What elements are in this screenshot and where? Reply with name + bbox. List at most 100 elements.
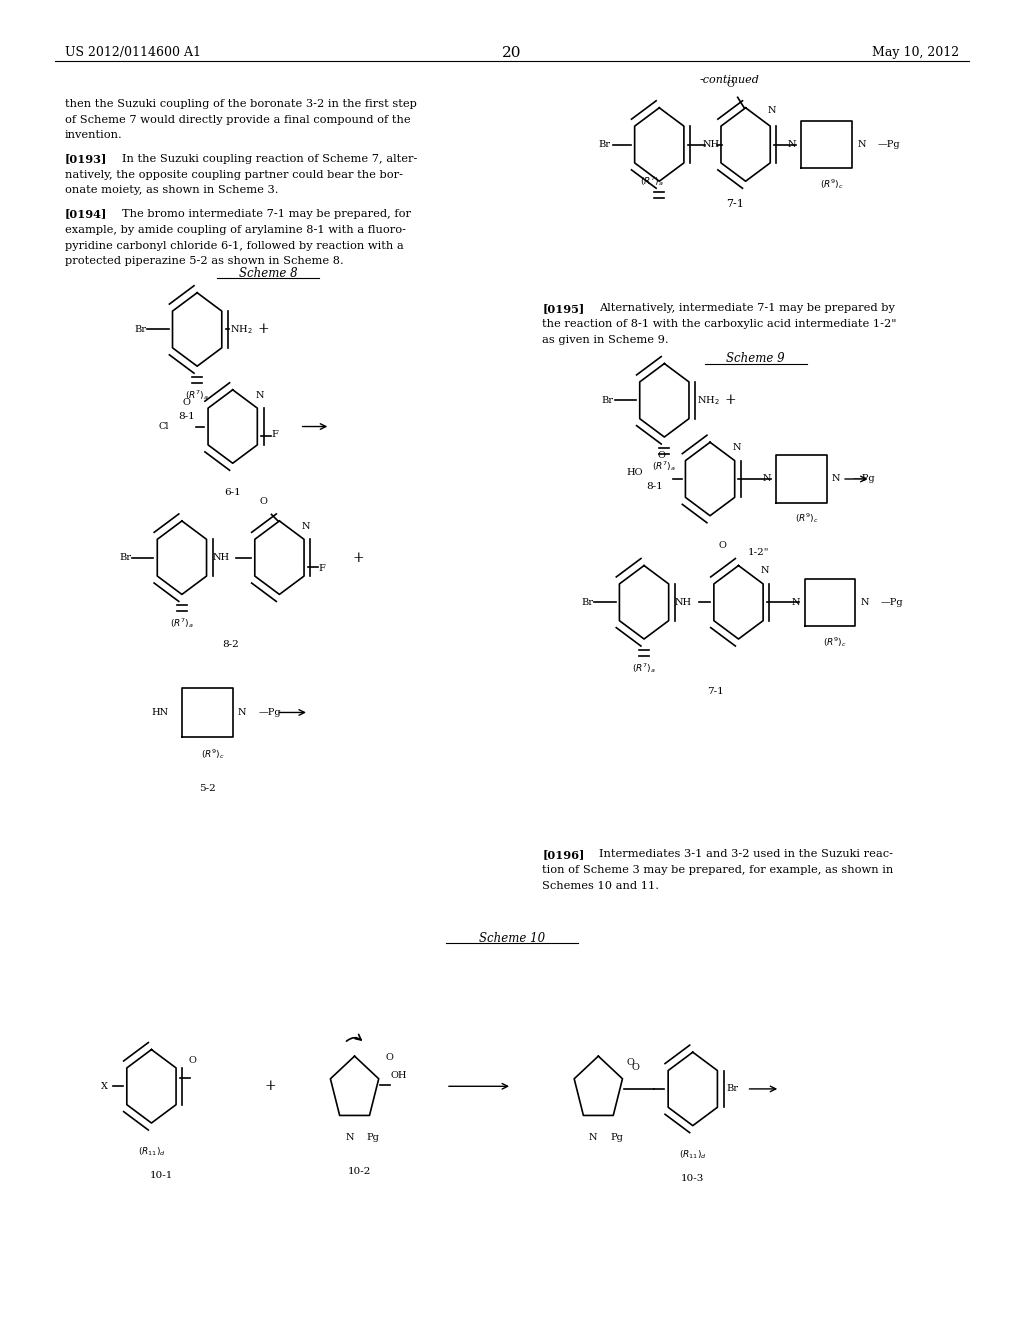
Text: Scheme 10: Scheme 10	[479, 932, 545, 945]
Text: +: +	[257, 322, 269, 337]
Text: 10-2: 10-2	[348, 1167, 372, 1176]
Text: X: X	[100, 1082, 108, 1090]
Text: N: N	[732, 444, 741, 451]
Text: N: N	[831, 474, 841, 483]
Text: NH$_2$: NH$_2$	[697, 393, 720, 407]
Text: natively, the opposite coupling partner could bear the bor-: natively, the opposite coupling partner …	[66, 170, 403, 180]
Text: Scheme 8: Scheme 8	[239, 267, 298, 280]
Text: Cl: Cl	[158, 422, 169, 432]
Text: Intermediates 3-1 and 3-2 used in the Suzuki reac-: Intermediates 3-1 and 3-2 used in the Su…	[599, 849, 893, 859]
Text: 5-2: 5-2	[199, 784, 216, 793]
Text: Br: Br	[726, 1085, 738, 1093]
Text: HN: HN	[152, 708, 169, 717]
Text: [0195]: [0195]	[543, 304, 585, 314]
Text: O: O	[182, 399, 189, 408]
Text: 20: 20	[502, 46, 522, 59]
Text: HO: HO	[627, 467, 643, 477]
Text: O: O	[657, 451, 666, 459]
Text: Scheme 9: Scheme 9	[726, 352, 785, 364]
Text: N: N	[302, 521, 310, 531]
Text: $(R_{11})_d$: $(R_{11})_d$	[137, 1146, 165, 1158]
Text: pyridine carbonyl chloride 6-1, followed by reaction with a: pyridine carbonyl chloride 6-1, followed…	[66, 240, 403, 251]
Text: US 2012/0114600 A1: US 2012/0114600 A1	[66, 46, 201, 59]
Text: O: O	[385, 1053, 393, 1061]
Text: $(R_{11})_d$: $(R_{11})_d$	[679, 1148, 707, 1160]
Text: N: N	[255, 391, 263, 400]
Text: N: N	[792, 598, 800, 607]
Text: NH$_2$: NH$_2$	[229, 323, 252, 335]
Text: F: F	[318, 564, 325, 573]
Text: N: N	[768, 106, 776, 115]
Text: of Scheme 7 would directly provide a final compound of the: of Scheme 7 would directly provide a fin…	[66, 115, 411, 124]
Text: Br: Br	[601, 396, 613, 405]
Text: —Pg: —Pg	[852, 474, 874, 483]
Text: protected piperazine 5-2 as shown in Scheme 8.: protected piperazine 5-2 as shown in Sch…	[66, 256, 344, 267]
Text: $(R^7)_a$: $(R^7)_a$	[652, 459, 676, 473]
Text: $(R^9)_c$: $(R^9)_c$	[820, 177, 844, 191]
Text: In the Suzuki coupling reaction of Scheme 7, alter-: In the Suzuki coupling reaction of Schem…	[122, 154, 418, 164]
Text: Alternatively, intermediate 7-1 may be prepared by: Alternatively, intermediate 7-1 may be p…	[599, 304, 895, 313]
Text: tion of Scheme 3 may be prepared, for example, as shown in: tion of Scheme 3 may be prepared, for ex…	[543, 865, 894, 875]
Text: the reaction of 8-1 with the carboxylic acid intermediate 1-2": the reaction of 8-1 with the carboxylic …	[543, 319, 897, 329]
Text: $(R^7)_a$: $(R^7)_a$	[632, 661, 656, 675]
Text: $(R^9)_c$: $(R^9)_c$	[795, 511, 818, 525]
Text: [0193]: [0193]	[66, 153, 108, 165]
Text: -continued: -continued	[699, 75, 760, 86]
Text: OH: OH	[390, 1072, 407, 1080]
Text: 7-1: 7-1	[726, 198, 744, 209]
Text: N: N	[857, 140, 865, 149]
Text: —Pg: —Pg	[258, 708, 281, 717]
Text: N: N	[238, 708, 246, 717]
Text: N: N	[860, 598, 868, 607]
Text: 8-2: 8-2	[222, 640, 239, 648]
Text: N: N	[345, 1133, 353, 1142]
Text: O: O	[260, 496, 267, 506]
Text: $(R^7)_a$: $(R^7)_a$	[170, 616, 194, 630]
Text: 1-2": 1-2"	[749, 548, 770, 557]
Text: NH: NH	[702, 140, 720, 149]
Text: $(R^7)_a$: $(R^7)_a$	[185, 388, 209, 403]
Text: O: O	[632, 1064, 640, 1072]
Text: Pg: Pg	[367, 1133, 380, 1142]
Text: O: O	[188, 1056, 196, 1064]
Text: +: +	[264, 1080, 276, 1093]
Text: $(R^9)_c$: $(R^9)_c$	[201, 747, 224, 762]
Text: example, by amide coupling of arylamine 8-1 with a fluoro-: example, by amide coupling of arylamine …	[66, 224, 407, 235]
Text: invention.: invention.	[66, 131, 123, 140]
Text: +: +	[353, 550, 365, 565]
Text: 10-3: 10-3	[681, 1173, 705, 1183]
Text: N: N	[788, 140, 797, 149]
Text: 7-1: 7-1	[707, 686, 724, 696]
Text: +: +	[725, 393, 736, 408]
Text: Pg: Pg	[610, 1133, 624, 1142]
Text: [0194]: [0194]	[66, 209, 108, 219]
Text: F: F	[271, 430, 279, 438]
Text: O: O	[627, 1059, 635, 1067]
Text: onate moiety, as shown in Scheme 3.: onate moiety, as shown in Scheme 3.	[66, 185, 279, 195]
Text: NH: NH	[212, 553, 229, 562]
Text: 8-1: 8-1	[646, 482, 663, 491]
Text: N: N	[589, 1133, 597, 1142]
Text: NH: NH	[675, 598, 691, 607]
Text: Br: Br	[598, 140, 610, 149]
Text: 6-1: 6-1	[224, 487, 241, 496]
Text: Br: Br	[582, 598, 593, 607]
Text: May 10, 2012: May 10, 2012	[871, 46, 958, 59]
Text: —Pg: —Pg	[881, 598, 903, 607]
Text: O: O	[726, 79, 734, 88]
Text: $(R^7)_a$: $(R^7)_a$	[640, 174, 664, 189]
Text: O: O	[719, 541, 727, 550]
Text: 10-1: 10-1	[150, 1171, 173, 1180]
Text: $(R^9)_c$: $(R^9)_c$	[823, 635, 847, 648]
Text: then the Suzuki coupling of the boronate 3-2 in the first step: then the Suzuki coupling of the boronate…	[66, 99, 417, 108]
Text: Schemes 10 and 11.: Schemes 10 and 11.	[543, 880, 659, 891]
Text: Br: Br	[119, 553, 131, 562]
Text: [0196]: [0196]	[543, 849, 585, 859]
Text: N: N	[761, 566, 769, 576]
Text: as given in Scheme 9.: as given in Scheme 9.	[543, 335, 669, 345]
Text: Br: Br	[134, 325, 146, 334]
Text: The bromo intermediate 7-1 may be prepared, for: The bromo intermediate 7-1 may be prepar…	[122, 209, 411, 219]
Text: N: N	[763, 474, 771, 483]
Text: 8-1: 8-1	[178, 412, 196, 421]
Text: —Pg: —Pg	[878, 140, 900, 149]
